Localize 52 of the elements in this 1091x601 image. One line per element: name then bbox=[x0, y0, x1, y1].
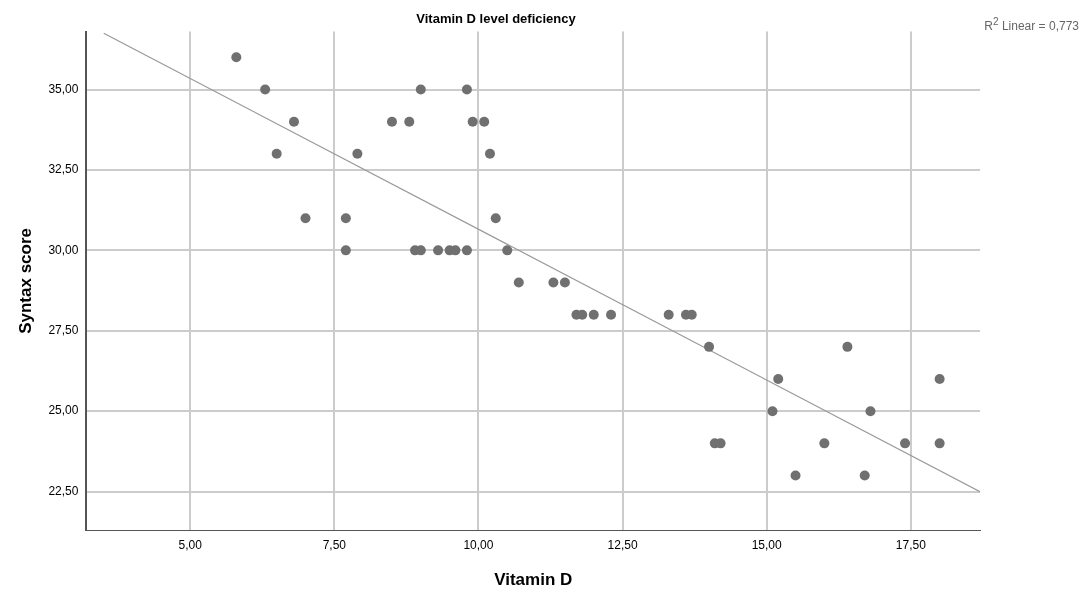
point bbox=[415, 84, 426, 95]
y-tick-label: 25,00 bbox=[48, 403, 79, 418]
x-tick-label: 5,00 bbox=[178, 537, 203, 552]
point bbox=[340, 213, 351, 224]
point bbox=[900, 438, 911, 449]
point bbox=[461, 84, 472, 95]
point bbox=[559, 277, 570, 288]
chart-title: Vitamin D level deficiency bbox=[416, 11, 577, 27]
y-axis-title: Syntax score bbox=[15, 227, 35, 334]
x-axis-title: Vitamin D bbox=[494, 570, 573, 590]
point bbox=[300, 213, 311, 224]
point bbox=[502, 245, 513, 256]
x-tick-label: 15,00 bbox=[751, 537, 783, 552]
point bbox=[934, 438, 945, 449]
point bbox=[588, 309, 599, 320]
point bbox=[819, 438, 830, 449]
x-tick-label: 12,50 bbox=[607, 537, 638, 552]
point bbox=[260, 84, 271, 95]
point bbox=[352, 148, 363, 159]
point bbox=[859, 470, 870, 481]
point bbox=[663, 309, 674, 320]
point bbox=[606, 309, 617, 320]
point bbox=[467, 116, 478, 127]
x-tick-label: 7,50 bbox=[322, 537, 347, 552]
y-tick-label: 27,50 bbox=[48, 323, 79, 338]
point bbox=[484, 148, 495, 159]
point bbox=[865, 406, 876, 417]
y-tick-label: 22,50 bbox=[48, 483, 79, 498]
point bbox=[231, 52, 242, 63]
point bbox=[513, 277, 524, 288]
point bbox=[479, 116, 490, 127]
point bbox=[433, 245, 444, 256]
point bbox=[386, 116, 397, 127]
point bbox=[704, 341, 715, 352]
point bbox=[842, 341, 853, 352]
x-tick-label: 17,50 bbox=[895, 537, 927, 552]
y-tick-label: 30,00 bbox=[48, 242, 79, 257]
x-tick-label: 10,00 bbox=[463, 537, 494, 552]
text: R$^{2}$ Linear = 0,773 bbox=[984, 16, 1079, 33]
point bbox=[404, 116, 415, 127]
point bbox=[790, 470, 801, 481]
y-tick-label: 35,00 bbox=[48, 81, 79, 96]
y-tick-label: 32,50 bbox=[48, 162, 79, 177]
point bbox=[461, 245, 472, 256]
point bbox=[548, 277, 559, 288]
point bbox=[490, 213, 501, 224]
point bbox=[767, 406, 778, 417]
point bbox=[934, 374, 945, 385]
point bbox=[773, 374, 784, 385]
point bbox=[288, 116, 299, 127]
point bbox=[271, 148, 282, 159]
point bbox=[340, 245, 351, 256]
